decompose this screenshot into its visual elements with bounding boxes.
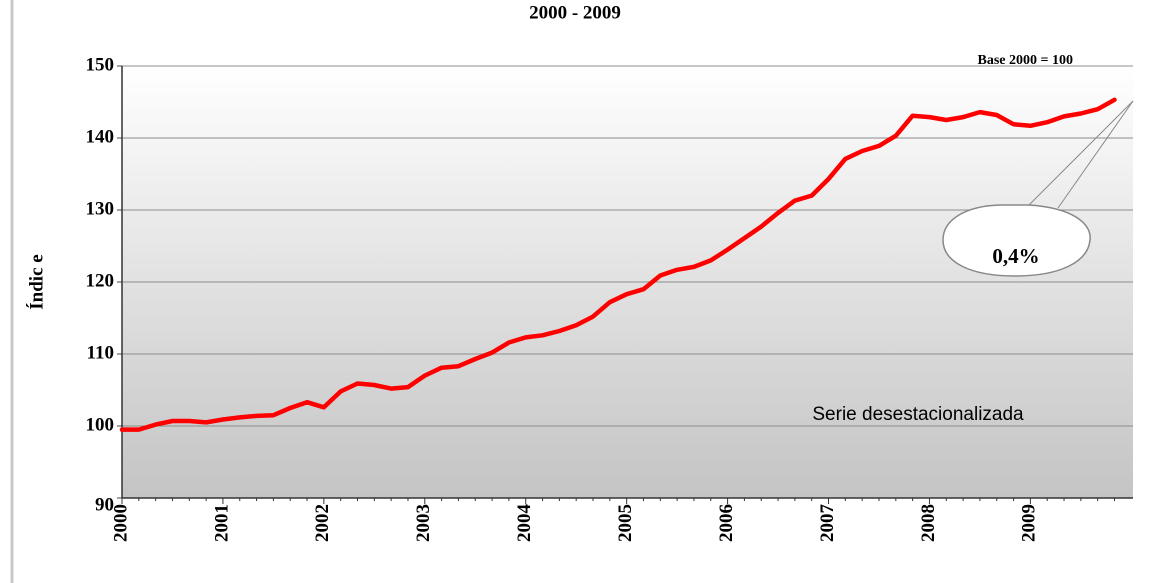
y-tick-label: 130 <box>86 198 115 219</box>
x-tick-label: 2008 <box>918 504 939 542</box>
x-tick-label: 2009 <box>1019 504 1040 542</box>
line-series <box>119 97 1117 432</box>
y-tick-label: 120 <box>86 270 115 291</box>
series-label: Serie desestacionalizada <box>812 404 1024 425</box>
plot: 90 100 110 120 130 140 150 2000 2001 2002 2003 2004… <box>86 54 1133 543</box>
callout-text: 0,4% <box>992 244 1039 268</box>
callout-line <box>1028 100 1134 206</box>
y-tick-label: 100 <box>86 414 115 435</box>
x-tick-label: 2004 <box>514 504 535 543</box>
callout: 0,4% <box>942 100 1134 277</box>
x-tick-label: 2002 <box>312 504 333 542</box>
base-note: Base 2000 = 100 <box>978 53 1073 68</box>
x-tick-label: 2000 <box>110 504 131 542</box>
y-tick-label: 150 <box>86 54 115 75</box>
chart-title: 2000 - 2009 <box>529 2 621 23</box>
callout-line <box>1057 100 1134 209</box>
y-tick-label: 90 <box>95 494 114 515</box>
x-tick-label: 2007 <box>817 504 838 543</box>
y-tick-label: 140 <box>86 126 115 147</box>
y-tick-label: 110 <box>87 342 114 363</box>
x-tick-label: 2001 <box>211 504 232 542</box>
x-tick-label: 2003 <box>413 504 434 542</box>
callout-bubble <box>942 204 1091 277</box>
x-tick-label: 2006 <box>716 504 737 542</box>
y-axis-label: Índic e <box>25 254 47 309</box>
x-tick-label: 2005 <box>615 504 636 542</box>
